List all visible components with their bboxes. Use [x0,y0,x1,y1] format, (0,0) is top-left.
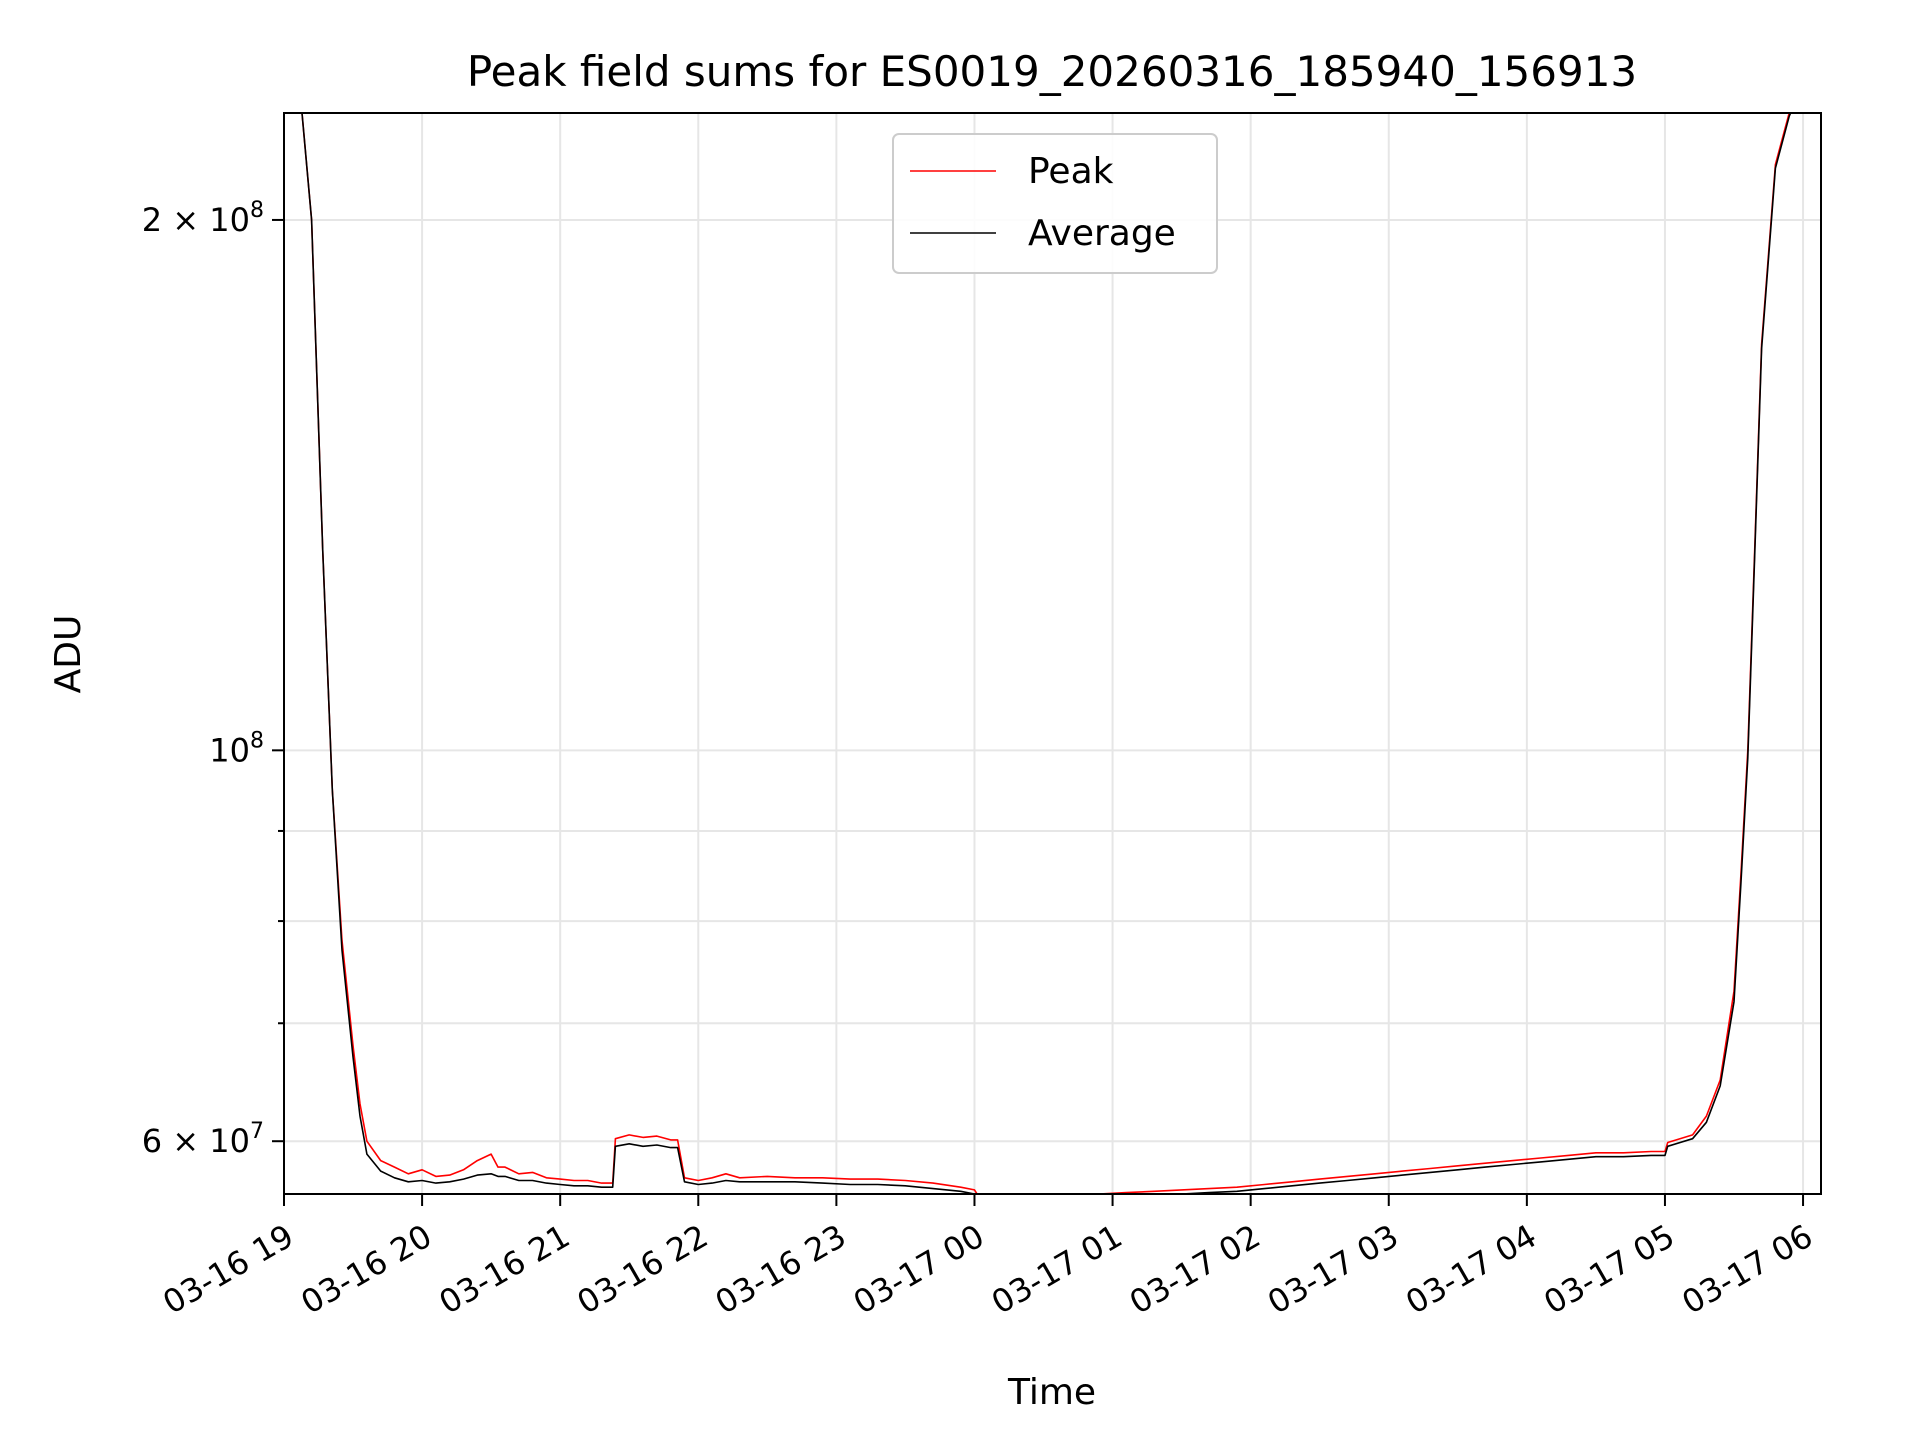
x-tick-label: 03-16 22 [571,1217,715,1322]
legend-box [892,133,1218,274]
x-tick-label: 03-16 19 [156,1217,300,1322]
y-tick-label: 108 [209,728,264,769]
legend-average-label: Average [1028,213,1176,254]
x-tick-label: 03-17 01 [985,1217,1129,1322]
x-tick-label: 03-16 21 [433,1217,577,1322]
y-tick-label: 2 × 108 [142,198,264,239]
x-tick-label: 03-16 23 [709,1217,853,1322]
x-tick-label: 03-17 03 [1261,1217,1405,1322]
x-tick-label: 03-17 02 [1123,1217,1267,1322]
y-tick-label: 6 × 107 [142,1119,264,1160]
x-tick-label: 03-17 06 [1675,1217,1819,1322]
series-line-average [301,113,1792,1194]
grid [283,113,1821,1194]
x-tick-label: 03-17 00 [847,1217,991,1322]
legend: Peak Average [892,133,1218,274]
x-tick-label: 03-17 04 [1399,1217,1543,1322]
legend-peak-label: Peak [1028,151,1114,192]
y-axis-label: ADU [48,615,89,694]
series-line-peak [301,113,1791,1194]
y-axis-ticks: 6 × 107 108 2 × 108 [142,198,284,1160]
x-tick-label: 03-17 05 [1537,1217,1681,1322]
x-tick-label: 03-16 20 [294,1217,438,1322]
series-lines [301,113,1792,1194]
chart-title: Peak field sums for ES0019_20260316_1859… [467,47,1637,96]
plot-frame [283,112,1822,1195]
x-axis-label: Time [1007,1372,1096,1413]
